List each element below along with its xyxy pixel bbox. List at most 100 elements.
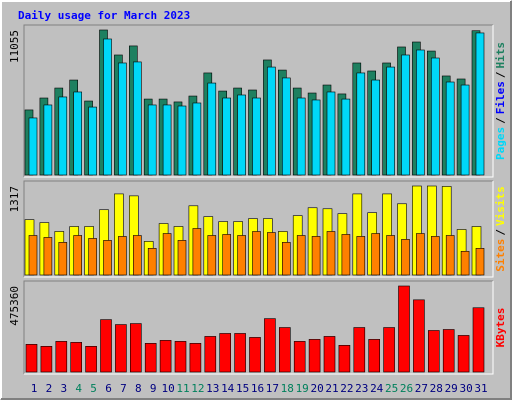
bar <box>416 49 425 176</box>
x-tick-label: 15 <box>236 382 249 395</box>
bar <box>43 237 53 276</box>
bar <box>219 333 231 373</box>
x-tick-label: 8 <box>135 382 142 395</box>
x-tick-label: 2 <box>46 382 53 395</box>
x-tick-label: 27 <box>415 382 428 395</box>
bar <box>267 66 276 176</box>
legend-separator: / <box>494 71 507 78</box>
bar <box>103 240 112 276</box>
bar <box>192 228 202 276</box>
bar <box>147 104 157 176</box>
bar <box>252 97 261 176</box>
bar <box>25 344 38 373</box>
bar <box>430 57 440 176</box>
bar <box>401 54 410 176</box>
bar <box>55 341 68 373</box>
bar <box>267 232 276 276</box>
x-tick-label: 18 <box>281 382 294 395</box>
bar <box>58 242 68 276</box>
bar <box>207 235 217 276</box>
legend-separator: / <box>494 229 507 236</box>
bar <box>88 106 97 176</box>
bar <box>174 341 187 373</box>
bar <box>237 235 246 276</box>
x-tick-label: 31 <box>474 382 487 395</box>
chart-title: Daily usage for March 2023 <box>18 9 190 22</box>
bar <box>115 324 127 373</box>
bar <box>133 235 142 276</box>
legend-entry: Hits <box>494 42 507 69</box>
x-tick-label: 30 <box>459 382 472 395</box>
bar <box>413 299 425 373</box>
panel-edge-dark <box>23 180 493 277</box>
x-tick-label: 7 <box>120 382 127 395</box>
bar <box>58 96 68 176</box>
bar <box>103 38 112 176</box>
x-tick-label: 5 <box>90 382 97 395</box>
bar <box>159 340 172 373</box>
bar <box>341 234 351 276</box>
legend-entry: Pages <box>494 127 507 160</box>
x-tick-label: 25 <box>385 382 398 395</box>
x-tick-label: 17 <box>266 382 279 395</box>
bar <box>445 235 455 276</box>
x-tick-label: 22 <box>340 382 353 395</box>
bar <box>442 329 455 373</box>
bar <box>338 345 351 373</box>
x-tick-label: 19 <box>296 382 309 395</box>
x-tick-label: 13 <box>206 382 219 395</box>
bar <box>460 84 470 176</box>
bar <box>386 66 395 176</box>
bar <box>40 345 53 373</box>
legend-entry: Files <box>494 81 507 114</box>
bar <box>293 341 306 373</box>
bar <box>311 99 321 176</box>
x-tick-label: 1 <box>31 382 38 395</box>
bar <box>356 236 366 276</box>
bar <box>133 61 142 176</box>
legend-entry: KBytes <box>494 308 507 348</box>
legend-separator: / <box>494 117 507 124</box>
bar <box>296 97 306 176</box>
legend-entry: Sites <box>494 239 507 272</box>
x-tick-label: 14 <box>221 382 235 395</box>
bar <box>475 248 485 276</box>
bar <box>222 97 231 176</box>
bar <box>88 238 97 276</box>
x-tick-label: 21 <box>325 382 338 395</box>
panel-edge-light <box>24 25 494 178</box>
bar <box>341 98 351 176</box>
bar <box>144 343 157 373</box>
bar <box>386 235 395 276</box>
x-tick-label: 6 <box>105 382 112 395</box>
bar <box>264 318 276 373</box>
bar <box>204 336 217 373</box>
bar <box>457 335 470 373</box>
bar <box>326 231 336 276</box>
bar <box>311 236 321 276</box>
x-tick-label: 26 <box>400 382 413 395</box>
bar <box>130 323 142 373</box>
bar <box>192 102 202 176</box>
panel-edge-light <box>24 281 494 375</box>
x-tick-label: 28 <box>430 382 443 395</box>
x-tick-label: 11 <box>176 382 189 395</box>
bar <box>189 343 202 373</box>
bar <box>445 81 455 176</box>
bar <box>147 248 157 276</box>
bar <box>427 330 440 373</box>
x-tick-label: 23 <box>355 382 368 395</box>
bar <box>207 82 217 176</box>
bar <box>162 233 172 276</box>
bar <box>100 319 112 373</box>
bar <box>222 234 231 276</box>
bar <box>398 285 410 373</box>
legend: Sites / Visits <box>494 186 507 272</box>
bar <box>252 231 261 276</box>
x-tick-label: 20 <box>310 382 323 395</box>
x-tick-label: 4 <box>75 382 82 395</box>
bar <box>430 236 440 276</box>
